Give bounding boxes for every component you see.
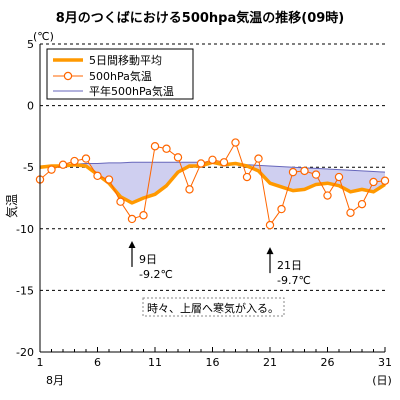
note-text: 時々、上層へ寒気が入る。 [147,301,279,315]
observed-point-day-24 [300,166,309,176]
observed-point-day-5 [81,154,91,163]
normal-temp-shading [40,162,385,203]
observed-point-day-30 [369,177,378,187]
observed-point-day-13 [173,153,183,162]
note-box-frame [142,297,285,317]
observed-point-day-8 [116,197,125,206]
observed-point-day-18 [231,138,240,147]
legend-label-2: 平年500hPa気温 [89,84,174,98]
observed-point-day-16 [208,155,217,165]
x-tick-label-6: 6 [94,356,101,369]
observed-point-day-25 [311,170,321,179]
chart-title: 8月のつくばにおける500hpa気温の推移(09時) [56,10,345,26]
observed-point-day-4 [70,156,79,166]
observed-point-day-9 [127,214,137,224]
x-unit-label: (日) [372,374,392,387]
observed-point-day-21 [265,220,275,230]
observed-point-day-14 [185,185,194,194]
legend-swatch-observed-marker [63,71,73,81]
observed-point-day-12 [162,144,171,153]
observed-point-day-28 [346,208,355,217]
annotation-arrow-head-1 [266,247,274,255]
observed-point-day-7 [104,175,114,184]
y-tick-label--20: -20 [16,346,34,359]
y-tick-label--15: -15 [16,284,34,297]
x-tick-label-16: 16 [206,356,220,369]
legend-label-1: 500hPa気温 [89,69,152,83]
legend-label-0: 5日間移動平均 [89,53,162,67]
x-tick-label-26: 26 [321,356,335,369]
series-lines [35,138,390,230]
x-tick-label-11: 11 [148,356,162,369]
y-tick-label--10: -10 [16,223,34,236]
observed-point-day-23 [288,167,298,177]
observed-point-day-2 [47,165,56,174]
observed-point-day-19 [242,172,252,182]
y-tick-label-0: 0 [27,100,34,113]
observed-point-day-17 [219,158,229,167]
x-tick-label-31: 31 [378,356,392,369]
observed-point-day-29 [357,199,367,209]
x-month-label: 8月 [46,374,64,387]
note-box: 時々、上層へ寒気が入る。 [142,297,285,317]
observed-point-day-22 [277,204,286,214]
observed-point-day-31 [380,176,390,185]
y-axis-label: 気温 [4,194,19,218]
shaded-anomaly-area [40,162,385,203]
axes: 50-5-10-15-201 6 11 16 21 26 31 [16,38,392,369]
annotation-day-label-0: 9日 [139,253,157,266]
x-tick-label-1: 1 [37,356,44,369]
observed-point-day-27 [334,172,344,182]
annotation-value-label-1: -9.7℃ [277,274,311,287]
observed-point-day-11 [150,142,160,151]
y-tick-label-5: 5 [27,38,34,51]
annotation-arrow-head-0 [128,240,136,248]
observed-point-day-10 [139,211,148,220]
y-tick-label--5: -5 [23,161,34,174]
observed-point-day-15 [196,159,206,168]
annotation-day-label-1: 21日 [277,259,302,272]
observed-point-day-3 [58,160,68,169]
observed-point-day-26 [323,191,332,200]
annotations: 9日 -9.2℃ 21日 -9.7℃ [128,240,311,287]
x-tick-label-21: 21 [263,356,277,369]
observed-point-day-20 [254,154,263,163]
annotation-value-label-0: -9.2℃ [139,268,173,281]
y-unit-label: (℃) [33,30,54,43]
observed-point-day-6 [93,171,102,181]
